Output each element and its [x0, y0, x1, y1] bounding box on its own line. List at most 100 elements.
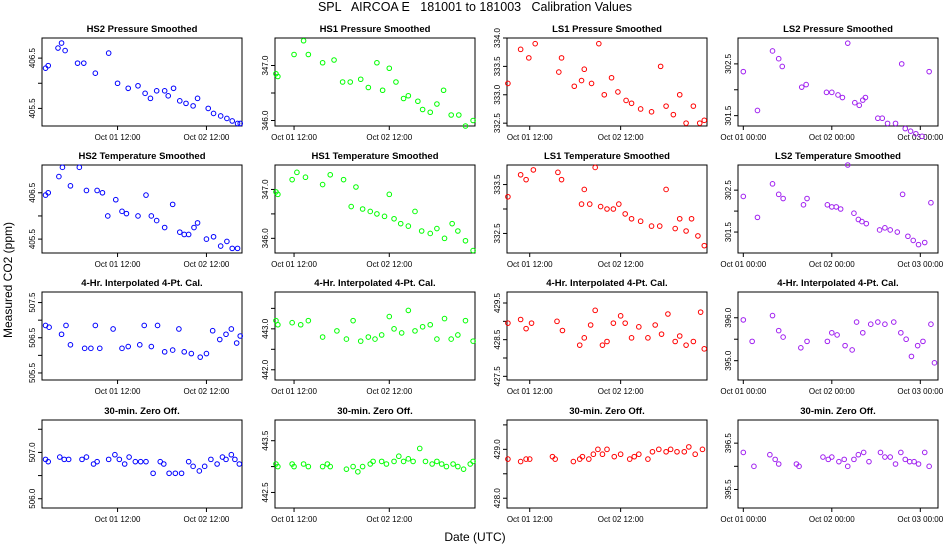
- y-tick-label: 395.0: [724, 350, 733, 371]
- data-point: [319, 59, 326, 66]
- data-point: [829, 329, 835, 336]
- y-tick-label: 442.0: [261, 359, 270, 380]
- data-point: [780, 195, 786, 202]
- data-point: [637, 218, 644, 225]
- data-point: [683, 120, 689, 126]
- data-point: [824, 202, 831, 208]
- data-point: [427, 109, 434, 116]
- data-point: [324, 461, 331, 467]
- data-point: [379, 87, 386, 94]
- data-point: [62, 47, 68, 54]
- data-point: [147, 95, 154, 102]
- panel-title: 30-min. Zero Off.: [800, 406, 875, 417]
- y-tick-label: 429.5: [493, 292, 502, 313]
- data-point: [396, 453, 402, 460]
- data-point: [842, 342, 848, 349]
- data-point: [455, 228, 461, 234]
- data-point: [96, 345, 103, 352]
- data-point: [443, 463, 450, 470]
- data-point: [319, 463, 326, 470]
- data-point: [798, 84, 805, 90]
- data-point: [67, 183, 74, 189]
- panel-7: LS1 Temperature Smoothed 332.5 333.5 Oct 01…: [493, 151, 708, 269]
- x-tick-label: Oct 03 00:00: [897, 515, 943, 524]
- data-point: [300, 37, 307, 44]
- data-point: [422, 458, 429, 465]
- chart-main-title: SPL AIRCOA E 181001 to 181003 Calibratio…: [317, 0, 633, 14]
- data-point: [887, 454, 894, 460]
- data-point: [340, 176, 347, 183]
- data-point: [775, 191, 782, 198]
- data-point: [882, 321, 888, 327]
- y-tick-label: 443.5: [261, 430, 270, 451]
- data-point: [823, 89, 830, 96]
- data-point: [203, 350, 210, 357]
- data-point: [775, 461, 782, 467]
- data-point: [853, 319, 860, 325]
- data-point: [528, 320, 535, 326]
- data-point: [824, 338, 831, 345]
- data-point: [365, 334, 372, 340]
- data-point: [920, 338, 926, 345]
- data-point: [628, 215, 635, 222]
- data-point: [645, 456, 651, 462]
- data-point: [125, 343, 132, 350]
- y-tick-label: 333.0: [493, 84, 502, 105]
- data-point: [754, 214, 761, 221]
- data-point: [114, 80, 121, 87]
- plot-frame: [506, 37, 708, 127]
- data-point: [798, 345, 804, 351]
- data-point: [610, 206, 617, 212]
- data-point: [94, 458, 100, 465]
- data-point: [532, 40, 538, 47]
- data-point: [898, 329, 904, 336]
- data-point: [191, 224, 197, 231]
- data-point: [456, 112, 462, 118]
- plot-frame: [737, 37, 939, 127]
- data-point: [327, 463, 334, 470]
- data-point: [590, 451, 597, 458]
- data-point: [645, 335, 651, 341]
- data-point: [676, 91, 683, 98]
- data-point: [67, 342, 74, 348]
- data-point: [55, 45, 61, 51]
- y-tick-label: 301.5: [724, 221, 733, 242]
- panel-title: LS1 Temperature Smoothed: [544, 151, 670, 162]
- data-point: [391, 326, 397, 332]
- data-point: [903, 336, 909, 343]
- data-point: [859, 329, 866, 336]
- data-point: [699, 446, 706, 453]
- data-point: [517, 46, 524, 53]
- data-point: [876, 227, 883, 233]
- data-point: [381, 213, 388, 220]
- data-point: [663, 186, 669, 193]
- data-point: [701, 346, 708, 352]
- data-point: [658, 331, 665, 337]
- x-tick-label: Oct 01 12:00: [271, 260, 317, 269]
- y-tick-label: 428.0: [493, 488, 502, 509]
- data-point: [327, 171, 334, 178]
- x-tick-label: Oct 03 00:00: [897, 133, 943, 142]
- data-point: [196, 468, 203, 474]
- data-point: [555, 169, 561, 176]
- data-point: [237, 333, 244, 339]
- data-point: [45, 458, 52, 465]
- data-point: [892, 461, 899, 467]
- data-point: [450, 461, 456, 467]
- data-point: [592, 164, 598, 171]
- data-point: [190, 103, 196, 109]
- data-point: [800, 202, 807, 208]
- data-point: [419, 106, 426, 113]
- x-tick-label: Oct 02 12:00: [366, 387, 412, 396]
- y-tick-label: 427.5: [493, 366, 502, 387]
- data-point: [558, 176, 565, 183]
- data-point: [185, 231, 192, 238]
- y-tick-label: 334.0: [493, 27, 502, 48]
- data-point: [135, 82, 141, 89]
- data-point: [681, 448, 688, 455]
- data-point: [291, 51, 297, 58]
- data-point: [201, 463, 208, 470]
- data-point: [289, 319, 295, 326]
- data-point: [470, 247, 476, 254]
- x-tick-label: Oct 02 12:00: [598, 260, 644, 269]
